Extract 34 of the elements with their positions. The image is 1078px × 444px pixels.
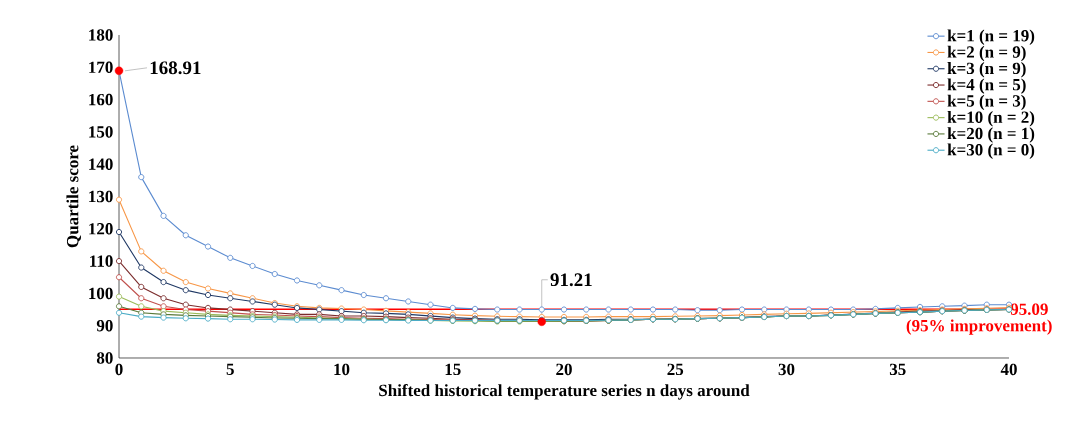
annotation: (95% improvement) bbox=[906, 319, 1052, 335]
legend-label: k=5 (n = 3) bbox=[947, 94, 1026, 111]
legend-label: k=10 (n = 2) bbox=[947, 110, 1035, 127]
y-tick-label: 150 bbox=[89, 126, 113, 138]
y-tick-label: 100 bbox=[89, 287, 113, 300]
x-tick-label: 15 bbox=[445, 363, 461, 376]
legend-label: k=3 (n = 9) bbox=[947, 62, 1026, 78]
x-axis-title: Shifted historical temperature series n days around bbox=[379, 383, 750, 400]
legend-label: k=1 (n = 19) bbox=[947, 29, 1035, 45]
legend-label: k=20 (n = 1) bbox=[947, 127, 1035, 143]
y-tick-label: 120 bbox=[89, 223, 113, 235]
y-tick-label: 130 bbox=[89, 190, 113, 203]
y-axis-title: Quartile score bbox=[66, 145, 81, 248]
legend-label: k=2 (n = 9) bbox=[947, 45, 1026, 62]
y-tick-label: 90 bbox=[96, 319, 113, 332]
x-tick-label: 20 bbox=[556, 363, 572, 376]
x-tick-label: 10 bbox=[334, 363, 350, 376]
x-tick-label: 5 bbox=[226, 363, 234, 375]
x-tick-label: 35 bbox=[889, 363, 906, 376]
y-tick-label: 140 bbox=[89, 158, 113, 170]
x-tick-label: 30 bbox=[778, 363, 795, 376]
annotation: 91.21 bbox=[550, 273, 592, 287]
legend-label: k=30 (n = 0) bbox=[947, 143, 1035, 159]
y-tick-label: 160 bbox=[89, 93, 113, 106]
legend-label: k=4 (n = 5) bbox=[947, 78, 1026, 94]
annotation: 168.91 bbox=[150, 61, 201, 75]
y-tick-label: 110 bbox=[90, 255, 113, 267]
x-tick-label: 40 bbox=[1000, 363, 1017, 376]
y-tick-label: 180 bbox=[89, 29, 113, 41]
y-tick-label: 80 bbox=[96, 352, 113, 364]
ref-line-label: 95.09 bbox=[1010, 303, 1048, 316]
x-tick-label: 25 bbox=[667, 363, 684, 376]
y-tick-label: 170 bbox=[89, 61, 113, 74]
x-tick-label: 0 bbox=[115, 363, 123, 376]
